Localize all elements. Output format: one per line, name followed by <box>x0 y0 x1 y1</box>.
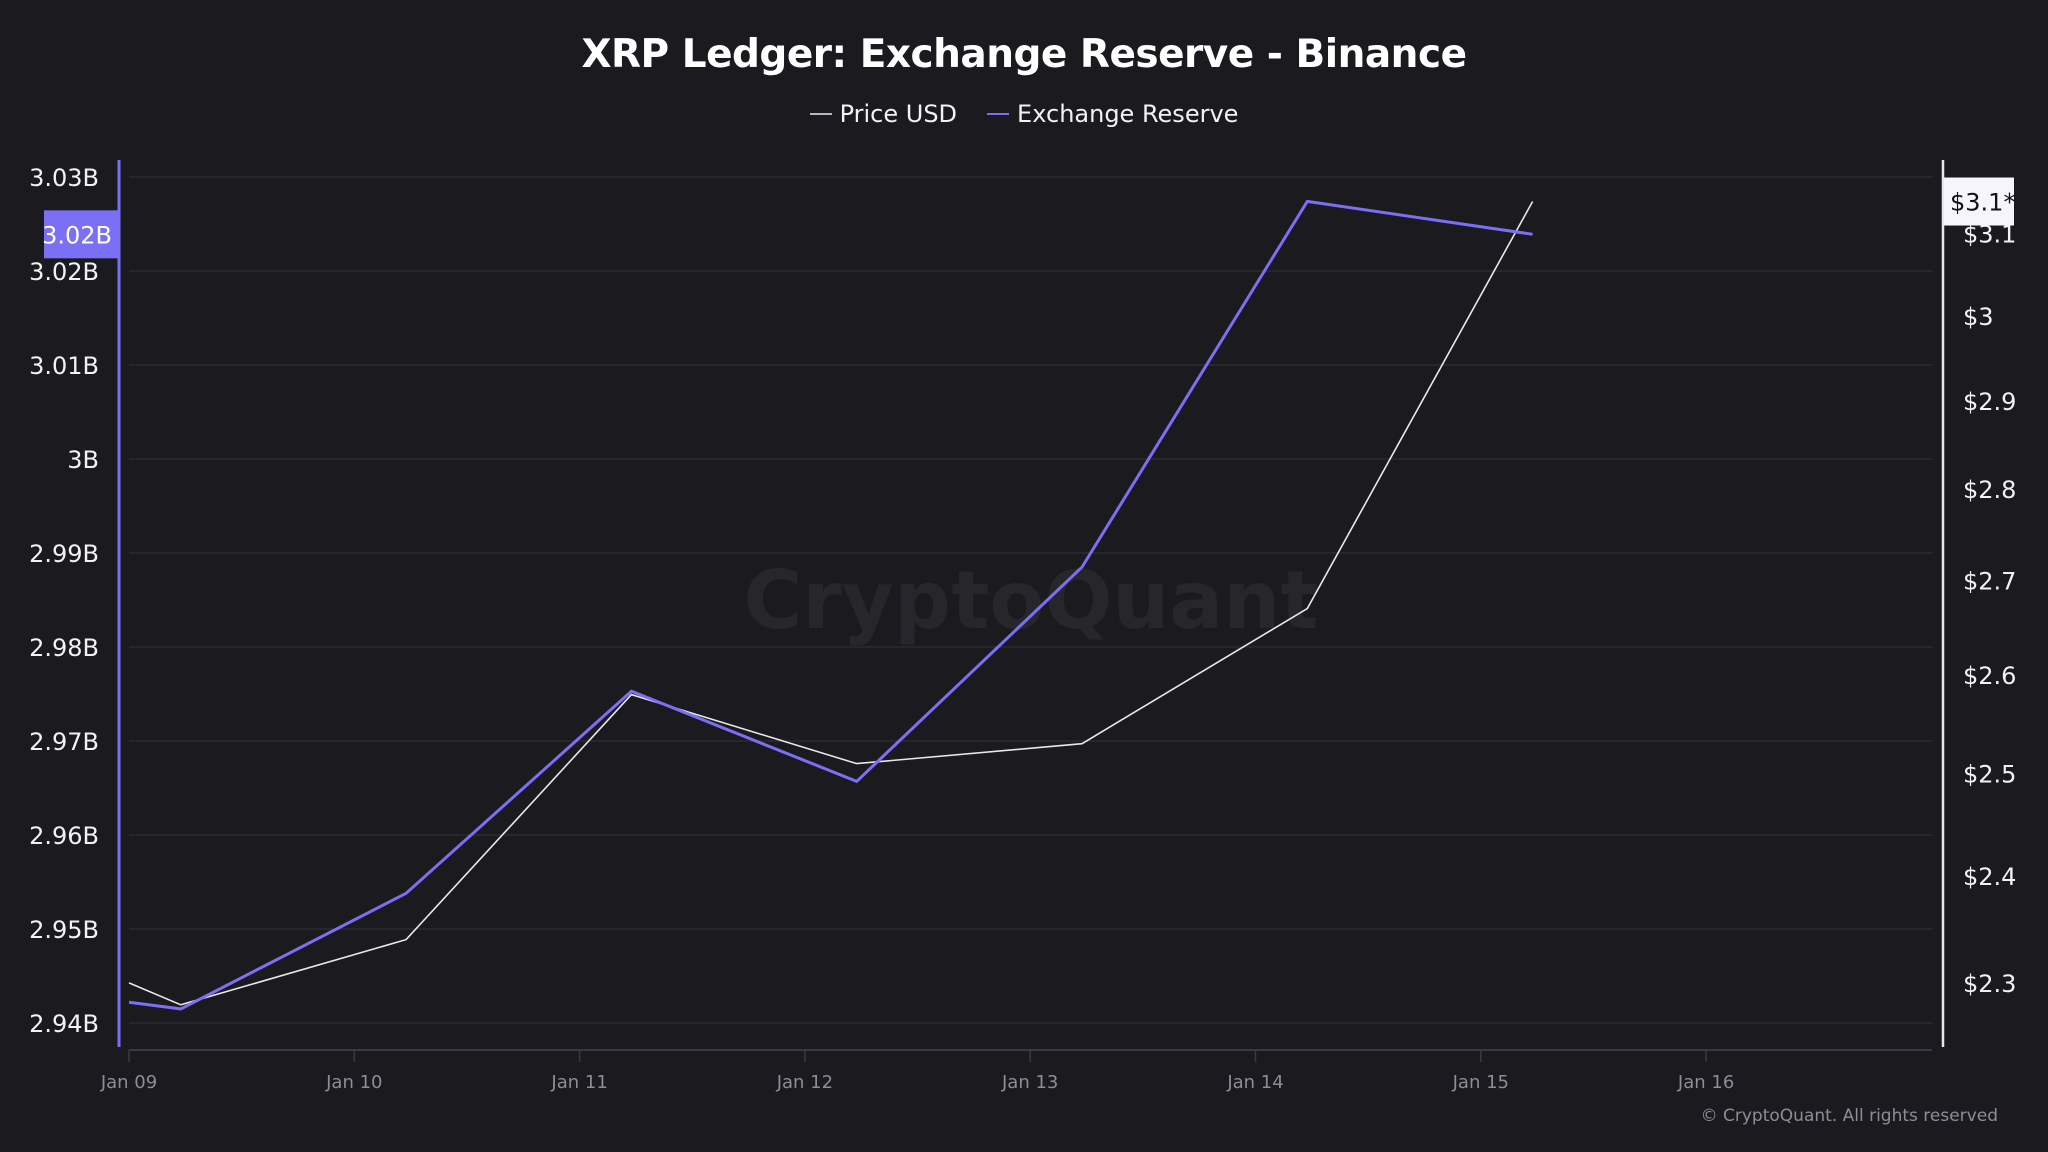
legend: Price USD Exchange Reserve <box>0 100 2048 128</box>
x-axis-tick-label: Jan 16 <box>1677 1072 1734 1093</box>
left-axis-tick-label: 3.02B <box>29 258 99 286</box>
left-axis-tick-label: 2.98B <box>29 634 99 662</box>
x-axis-tick-label: Jan 15 <box>1452 1072 1509 1093</box>
price-current-badge <box>1944 177 2014 226</box>
current-value-badges: 3.02B $3.1* <box>42 177 2015 259</box>
left-y-axis: 3.03B 3.02B 3.01B 3B 2.99B 2.98B 2.97B 2.96B 2.9… <box>29 160 121 1047</box>
left-axis-tick-label: 3.01B <box>29 352 99 380</box>
exchange-reserve-line <box>128 199 1533 1011</box>
x-axis-tick-label: Jan 10 <box>325 1072 382 1093</box>
left-axis-tick-label: 3.03B <box>29 164 99 192</box>
legend-item-price[interactable]: Price USD <box>809 100 958 128</box>
x-axis-tick-label: Jan 13 <box>1001 1072 1058 1093</box>
chart-title: XRP Ledger: Exchange Reserve - Binance <box>581 32 1467 77</box>
right-axis-tick-label: $2.8 <box>1963 476 2016 504</box>
x-axis-tick-label: Jan 14 <box>1226 1072 1283 1093</box>
right-axis-tick-label: $2.9 <box>1963 388 2016 416</box>
gridlines <box>129 176 1932 1024</box>
right-axis-tick-label: $2.3 <box>1963 970 2016 998</box>
right-axis-tick-label: $2.5 <box>1963 761 2016 789</box>
legend-label-reserve: Exchange Reserve <box>1017 100 1239 128</box>
legend-swatch-reserve <box>987 113 1010 115</box>
reserve-current-badge <box>44 210 119 259</box>
price-current-badge-label: $3.1* <box>1950 189 2015 217</box>
price-usd-line <box>128 201 1534 1006</box>
legend-swatch-price <box>809 113 832 115</box>
right-axis-tick-label: $2.7 <box>1963 567 2016 595</box>
left-axis-tick-label: 2.96B <box>29 822 99 850</box>
left-axis-tick-label: 2.94B <box>29 1010 99 1038</box>
right-axis-tick-label: $2.4 <box>1963 863 2016 891</box>
watermark: CryptoQuant <box>744 554 1319 647</box>
right-axis-tick-label: $2.6 <box>1963 662 2016 690</box>
x-axis-tick-label: Jan 11 <box>550 1072 607 1093</box>
legend-item-reserve[interactable]: Exchange Reserve <box>987 100 1238 128</box>
left-axis-tick-label: 2.99B <box>29 540 99 568</box>
reserve-current-badge-label: 3.02B <box>42 221 112 249</box>
x-axis: Jan 09 Jan 10 Jan 11 Jan 12 Jan 13 Jan 14 Jan … <box>100 1049 1932 1093</box>
left-axis-tick-label: 2.97B <box>29 728 99 756</box>
right-y-axis: $3.1$3$2.9$2.8$2.7$2.6$2.5$2.4$2.3 <box>1941 160 2016 1047</box>
x-axis-tick-label: Jan 12 <box>776 1072 833 1093</box>
copyright-notice: © CryptoQuant. All rights reserved <box>1700 1106 1998 1126</box>
x-axis-tick-label: Jan 09 <box>100 1072 157 1093</box>
legend-label-price: Price USD <box>839 100 958 128</box>
left-axis-tick-label: 2.95B <box>29 916 99 944</box>
series-lines <box>128 199 1534 1011</box>
left-axis-tick-label: 3B <box>67 446 99 474</box>
right-axis-tick-label: $3 <box>1963 303 1994 331</box>
